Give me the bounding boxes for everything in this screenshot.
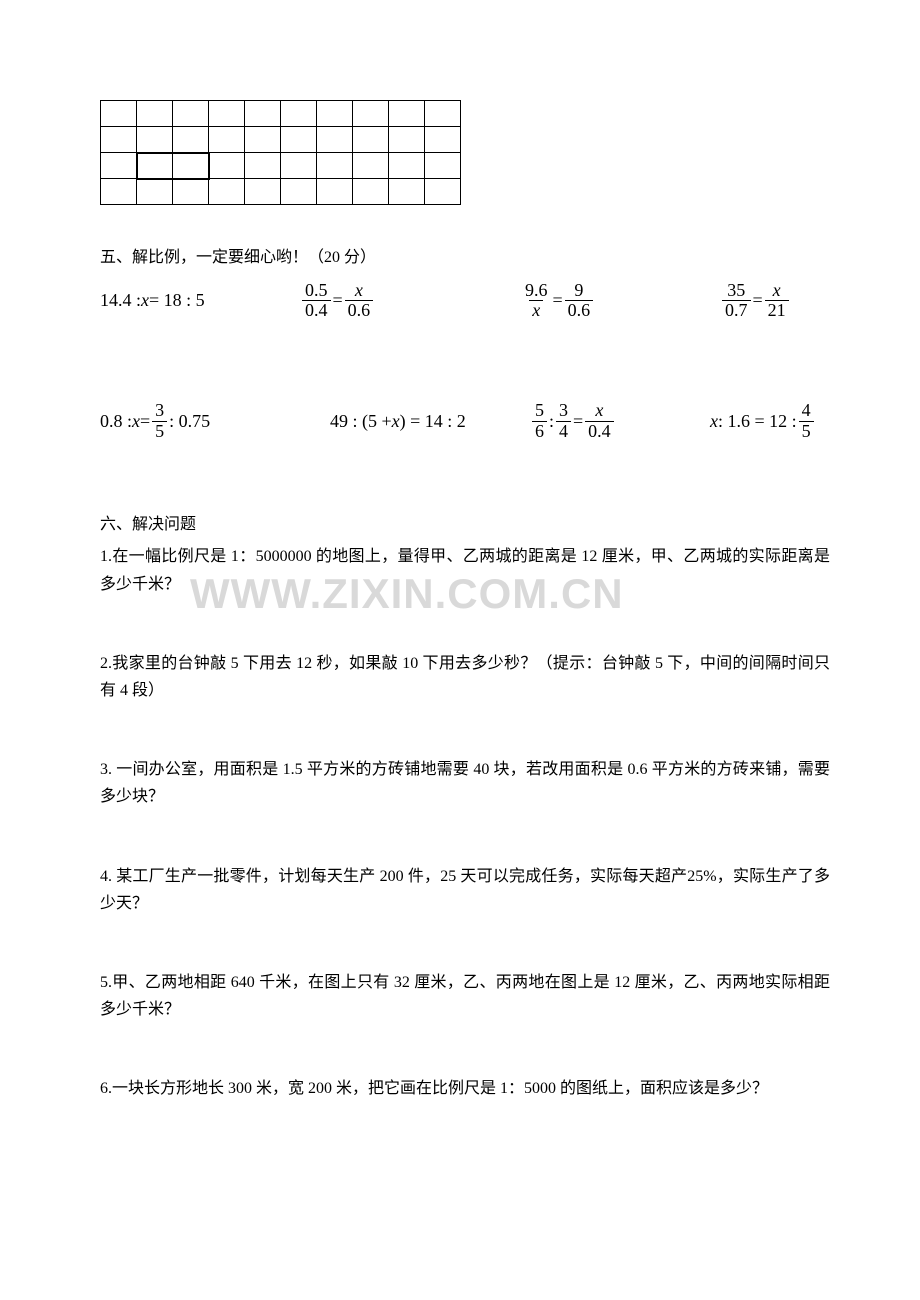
table-row	[101, 101, 461, 127]
section5-title: 五、解比例，一定要细心哟！（20 分）	[100, 245, 830, 271]
equation: x : 1.6 = 12 : 45	[710, 401, 816, 442]
problem-4: 4. 某工厂生产一批零件，计划每天生产 200 件，25 天可以完成任务，实际每…	[100, 863, 830, 917]
equation-row-2: 0.8 : x = 35 : 0.75 49 : (5 + x) = 14 : …	[100, 401, 830, 442]
section6-title: 六、解决问题	[100, 512, 830, 538]
problem-6: 6.一块长方形地长 300 米，宽 200 米，把它画在比例尺是 1：5000 …	[100, 1075, 830, 1102]
table-row	[101, 179, 461, 205]
equation: 56 : 34 = x0.4	[530, 401, 710, 442]
equation: 14.4 : x = 18 : 5	[100, 281, 300, 322]
equation-row-1: 14.4 : x = 18 : 5 0.50.4 = x0.6 9.6x = 9…	[100, 281, 830, 322]
equation: 9.6x = 90.6	[520, 281, 720, 322]
problem-3: 3. 一间办公室，用面积是 1.5 平方米的方砖铺地需要 40 块，若改用面积是…	[100, 756, 830, 810]
equation: 0.50.4 = x0.6	[300, 281, 520, 322]
page-content: 五、解比例，一定要细心哟！（20 分） 14.4 : x = 18 : 5 0.…	[100, 100, 830, 1102]
table-row	[101, 153, 461, 179]
problem-2: 2.我家里的台钟敲 5 下用去 12 秒，如果敲 10 下用去多少秒？（提示：台…	[100, 650, 830, 704]
equation: 49 : (5 + x) = 14 : 2	[330, 401, 530, 442]
equation: 350.7 = x21	[720, 281, 791, 322]
grid-table	[100, 100, 461, 205]
problem-1: 1.在一幅比例尺是 1：5000000 的地图上，量得甲、乙两城的距离是 12 …	[100, 543, 830, 597]
problem-5: 5.甲、乙两地相距 640 千米，在图上只有 32 厘米，乙、丙两地在图上是 1…	[100, 969, 830, 1023]
equation: 0.8 : x = 35 : 0.75	[100, 401, 330, 442]
table-row	[101, 127, 461, 153]
